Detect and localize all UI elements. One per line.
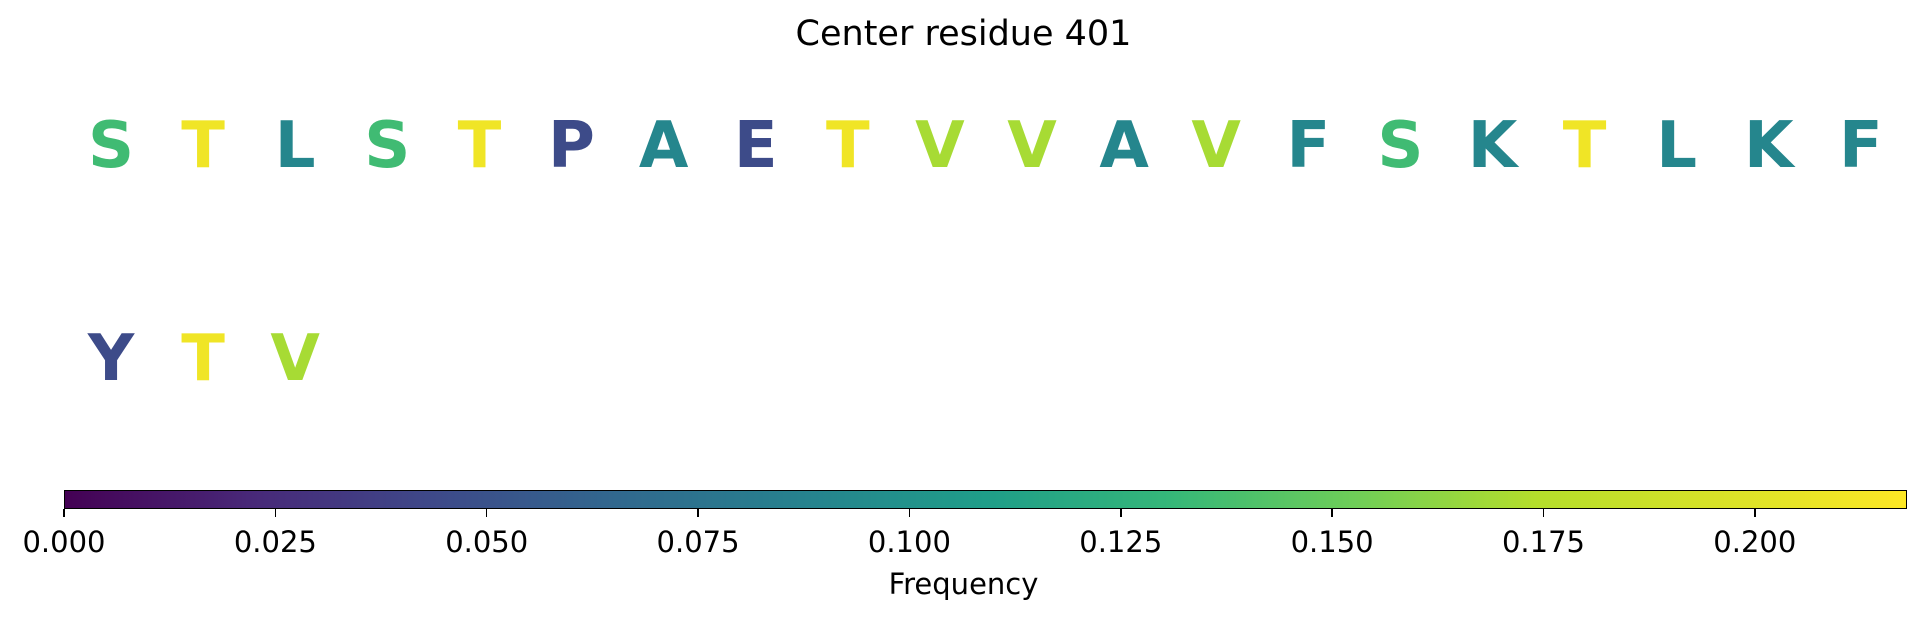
colorbar-tick	[1542, 509, 1545, 517]
residue-letter: K	[1744, 109, 1794, 183]
residue-letter: V	[1191, 109, 1241, 183]
colorbar-tick-label: 0.175	[1501, 525, 1585, 559]
residue-letter: A	[638, 109, 689, 183]
colorbar-tick-label: 0.200	[1713, 525, 1797, 559]
colorbar-tick-label: 0.025	[233, 525, 317, 559]
residue-letter: K	[1467, 109, 1518, 183]
colorbar-tick-label: 0.100	[867, 525, 951, 559]
residue-letter: T	[181, 322, 225, 396]
colorbar-tick	[1120, 509, 1122, 517]
residue-letter: S	[87, 109, 135, 183]
residue-letter: E	[733, 109, 778, 183]
colorbar	[64, 490, 1907, 509]
colorbar-tick	[1331, 509, 1333, 517]
residue-letter: Y	[87, 322, 135, 396]
residue-letter: T	[457, 109, 502, 183]
residue-letter: T	[181, 109, 225, 183]
colorbar-tick-label: 0.000	[22, 525, 106, 559]
residue-letter: V	[915, 109, 965, 183]
residue-letter: S	[1377, 109, 1424, 183]
colorbar-tick-label: 0.075	[656, 525, 740, 559]
colorbar-tick	[63, 509, 65, 517]
residue-letter: L	[274, 109, 316, 183]
residue-letter: V	[1007, 109, 1057, 183]
colorbar-tick	[908, 509, 911, 517]
residue-letter: F	[1839, 109, 1883, 183]
colorbar-tick	[485, 509, 488, 517]
colorbar-tick-label: 0.150	[1290, 525, 1374, 559]
residue-letter: F	[1286, 109, 1331, 183]
residue-letter: L	[1656, 109, 1698, 183]
colorbar-tick	[274, 509, 277, 517]
residue-letter: S	[364, 109, 411, 183]
residue-letter: P	[548, 109, 595, 183]
residue-letter: T	[1562, 109, 1607, 183]
colorbar-label: Frequency	[888, 567, 1039, 601]
residue-letter: T	[825, 109, 870, 183]
colorbar-tick-label: 0.125	[1079, 525, 1163, 559]
chart-title: Center residue 401	[795, 14, 1132, 54]
colorbar-tick-label: 0.050	[445, 525, 529, 559]
residue-letter: V	[270, 322, 320, 396]
residue-letter: A	[1099, 109, 1149, 183]
colorbar-tick	[1754, 509, 1756, 517]
colorbar-tick	[697, 509, 699, 517]
